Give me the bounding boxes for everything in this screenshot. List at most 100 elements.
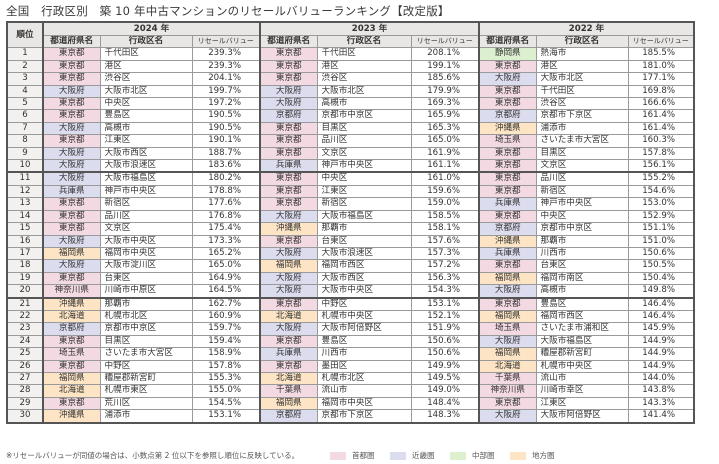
city-header: 行政区名 — [535, 34, 629, 49]
resale-value-cell: 143.3% — [627, 396, 695, 411]
city-cell: 福岡市中央区 — [99, 246, 193, 261]
city-cell: 中央区 — [535, 209, 629, 224]
city-header: 行政区名 — [99, 34, 193, 49]
city-cell: 文京区 — [99, 222, 193, 236]
city-cell: さいたま市大宮区 — [99, 347, 193, 361]
city-cell: 渋谷区 — [316, 72, 412, 86]
resale-value-cell: 143.8% — [627, 384, 695, 398]
city-cell: 台東区 — [535, 259, 629, 273]
legend-swatch — [450, 451, 466, 460]
city-cell: 千代田区 — [535, 84, 629, 99]
pref-header: 都道府県名 — [259, 34, 318, 49]
resale-value-cell: 157.3% — [410, 246, 480, 261]
prefecture-cell: 福岡県 — [259, 259, 318, 273]
prefecture-cell: 東京都 — [42, 97, 101, 111]
resale-value-cell: 153.1% — [410, 296, 480, 311]
prefecture-cell: 福岡県 — [478, 309, 537, 324]
city-cell: 糟屋郡新宮町 — [99, 371, 193, 386]
city-cell: 糟屋郡新宮町 — [535, 347, 629, 361]
prefecture-cell: 東京都 — [42, 134, 101, 148]
table-row: 25 埼玉県 さいたま市大宮区 158.9% 兵庫県 川西市 150.6% 福岡県 糟屋郡新宮町… — [6, 347, 695, 361]
resale-value-cell: 165.0% — [410, 134, 480, 148]
resale-value-cell: 152.1% — [410, 309, 480, 324]
resale-value-cell: 151.1% — [627, 222, 695, 236]
city-cell: 浦添市 — [99, 409, 193, 424]
prefecture-cell: 神奈川県 — [478, 384, 537, 398]
city-cell: 江東区 — [99, 134, 193, 148]
year-header-2024: 2024 年 — [42, 21, 261, 36]
table-row: 16 大阪府 大阪市中央区 173.3% 東京都 台東区 157.6% 沖縄県 那覇市 151.0… — [6, 234, 695, 248]
city-cell: 高槻市 — [99, 121, 193, 136]
prefecture-cell: 東京都 — [478, 159, 537, 173]
table-row: 7 大阪府 高槻市 190.5% 東京都 目黒区 165.3% 沖縄県 浦添市 161.4% — [6, 121, 695, 136]
prefecture-cell: 兵庫県 — [42, 184, 101, 199]
city-cell: 札幌市中央区 — [316, 309, 412, 324]
city-cell: 高槻市 — [316, 97, 412, 111]
legend-swatch — [510, 451, 526, 460]
resale-value-cell: 165.0% — [191, 259, 261, 273]
footnote: ※リセールバリューが同値の場合は、小数点第 2 位以下を参照し順位に反映している… — [6, 451, 300, 460]
resale-value-cell: 144.9% — [627, 359, 695, 373]
city-cell: 川崎市幸区 — [535, 384, 629, 398]
value-header: リセールバリュー — [191, 34, 261, 49]
city-cell: 品川区 — [99, 209, 193, 224]
resale-value-cell: 165.3% — [410, 121, 480, 136]
city-cell: 文京区 — [316, 146, 412, 161]
prefecture-cell: 東京都 — [259, 359, 318, 373]
resale-value-cell: 157.8% — [191, 359, 261, 373]
rank-cell: 16 — [6, 234, 44, 248]
resale-value-cell: 156.3% — [410, 271, 480, 286]
prefecture-cell: 福岡県 — [478, 347, 537, 361]
resale-value-cell: 177.6% — [191, 197, 261, 211]
table-row: 13 東京都 新宿区 177.6% 東京都 新宿区 159.0% 兵庫県 神戸市中央区 153.0… — [6, 197, 695, 211]
rank-cell: 1 — [6, 47, 44, 61]
city-cell: 浦添市 — [535, 121, 629, 136]
resale-value-cell: 158.9% — [191, 347, 261, 361]
resale-value-cell: 159.4% — [191, 334, 261, 349]
city-cell: 川西市 — [316, 347, 412, 361]
city-cell: 札幌市東区 — [99, 384, 193, 398]
resale-value-cell: 144.9% — [627, 347, 695, 361]
city-cell: 港区 — [535, 59, 629, 74]
city-cell: 京都市下京区 — [535, 109, 629, 123]
rank-cell: 27 — [6, 371, 44, 386]
resale-value-cell: 159.7% — [191, 322, 261, 336]
year-header-2022: 2022 年 — [478, 21, 695, 36]
city-cell: 大阪市北区 — [316, 84, 412, 99]
legend-item-chubu: 中部圏 — [450, 450, 510, 461]
resale-value-cell: 157.8% — [627, 146, 695, 161]
legend-item-shuto: 首都圏 — [330, 450, 390, 461]
resale-value-cell: 161.0% — [410, 171, 480, 186]
resale-value-cell: 149.8% — [627, 284, 695, 299]
rank-cell: 28 — [6, 384, 44, 398]
table-row: 12 兵庫県 神戸市中央区 178.8% 東京都 江東区 159.6% 東京都 新宿区 154.6… — [6, 184, 695, 199]
prefecture-cell: 大阪府 — [259, 97, 318, 111]
legend-swatch — [330, 451, 346, 460]
prefecture-cell: 東京都 — [478, 396, 537, 411]
resale-value-cell: 157.2% — [410, 259, 480, 273]
city-cell: さいたま市浦和区 — [535, 322, 629, 336]
city-cell: 目黒区 — [99, 334, 193, 349]
city-cell: 京都市中京区 — [316, 109, 412, 123]
prefecture-cell: 東京都 — [259, 296, 318, 311]
city-cell: 台東区 — [99, 271, 193, 286]
resale-value-cell: 183.6% — [191, 159, 261, 173]
resale-value-cell: 239.3% — [191, 47, 261, 61]
resale-value-cell: 239.3% — [191, 59, 261, 74]
city-cell: 大阪市北区 — [535, 72, 629, 86]
resale-value-cell: 154.5% — [191, 396, 261, 411]
city-cell: 台東区 — [316, 234, 412, 248]
prefecture-cell: 大阪府 — [478, 334, 537, 349]
city-cell: 大阪市福島区 — [99, 171, 193, 186]
rank-cell: 23 — [6, 322, 44, 336]
city-cell: 那覇市 — [99, 296, 193, 311]
resale-value-cell: 145.9% — [627, 322, 695, 336]
city-cell: 福岡市西区 — [316, 259, 412, 273]
table-row: 9 大阪府 大阪市西区 188.7% 東京都 文京区 161.9% 東京都 目黒区 157.8% — [6, 146, 695, 161]
rank-cell: 25 — [6, 347, 44, 361]
prefecture-cell: 福岡県 — [42, 371, 101, 386]
prefecture-cell: 大阪府 — [259, 271, 318, 286]
prefecture-cell: 東京都 — [42, 271, 101, 286]
resale-value-cell: 180.2% — [191, 171, 261, 186]
rank-cell: 5 — [6, 97, 44, 111]
